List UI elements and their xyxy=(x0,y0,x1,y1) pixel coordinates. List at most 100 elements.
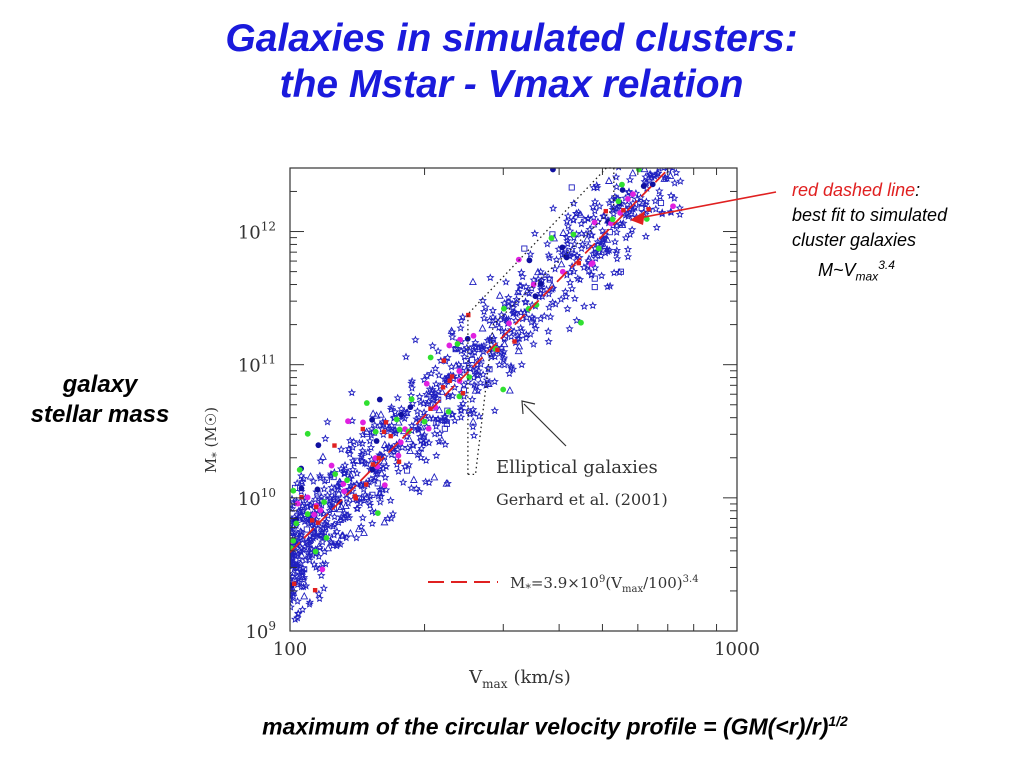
star-point xyxy=(568,245,577,253)
elliptical-reference: Gerhard et al. (2001) xyxy=(496,490,668,509)
star-point xyxy=(663,133,669,139)
circle-point xyxy=(671,102,677,108)
star-point xyxy=(465,347,474,356)
star-point xyxy=(577,244,586,253)
star-point xyxy=(432,379,441,388)
relation-sub: max xyxy=(855,269,879,284)
square-point xyxy=(657,199,665,207)
circle-point xyxy=(393,416,400,423)
star-point xyxy=(356,498,365,507)
star-point xyxy=(393,393,402,402)
circle-point xyxy=(456,368,463,374)
axis-ticks: 100 1000 109 1010 1011 1012 xyxy=(238,167,760,660)
star-point xyxy=(365,477,374,486)
star-point xyxy=(428,395,437,404)
triangle-point xyxy=(428,387,437,396)
triangle-point xyxy=(360,528,368,536)
star-point xyxy=(556,294,566,303)
circle-point xyxy=(427,354,434,361)
star-point xyxy=(482,375,492,384)
caption-text: maximum of the circular velocity profile… xyxy=(262,713,829,740)
star-point xyxy=(500,314,509,323)
star-point xyxy=(551,299,560,308)
circle-point xyxy=(559,268,566,275)
plot-frame xyxy=(289,167,738,632)
star-point xyxy=(477,342,487,351)
circle-point xyxy=(294,500,301,507)
square-point xyxy=(486,366,493,373)
annotation-arrow xyxy=(633,191,777,220)
star-point xyxy=(299,474,308,483)
elliptical-arrow xyxy=(523,403,567,447)
triangle-point xyxy=(658,143,664,149)
star-point xyxy=(500,360,509,369)
star-point xyxy=(352,533,361,542)
star-point xyxy=(552,255,561,264)
triangle-point xyxy=(437,435,446,444)
circle-point xyxy=(559,244,566,251)
triangle-point xyxy=(515,342,524,350)
star-point xyxy=(398,443,407,452)
star-point xyxy=(426,369,436,378)
caption-exponent: 1/2 xyxy=(828,713,848,729)
star-point xyxy=(488,312,498,321)
square-point xyxy=(301,566,308,573)
star-point xyxy=(347,388,357,397)
star-point xyxy=(386,405,396,414)
star-point xyxy=(424,397,433,406)
triangle-point xyxy=(297,478,306,486)
red-square-point xyxy=(332,443,337,448)
circle-point xyxy=(570,231,577,238)
square-point xyxy=(452,346,459,353)
circle-point xyxy=(304,494,311,501)
star-point xyxy=(627,225,637,234)
star-point xyxy=(323,511,332,520)
elliptical-region xyxy=(467,167,615,476)
star-point xyxy=(499,355,508,364)
star-point xyxy=(290,602,295,611)
star-point xyxy=(655,186,664,195)
triangle-point xyxy=(640,168,649,173)
star-point xyxy=(318,524,327,533)
red-square-point xyxy=(440,385,446,390)
star-point xyxy=(527,284,536,293)
star-point xyxy=(412,484,421,493)
circle-point xyxy=(670,203,676,210)
star-point xyxy=(428,414,438,423)
star-point xyxy=(591,254,600,263)
star-point xyxy=(589,213,598,222)
square-point xyxy=(443,420,450,427)
star-point xyxy=(544,337,553,346)
star-point xyxy=(655,153,661,159)
star-point xyxy=(627,207,637,215)
star-point xyxy=(514,333,523,342)
circle-point xyxy=(550,168,556,173)
star-point xyxy=(504,293,513,302)
triangle-point xyxy=(666,171,675,179)
star-point xyxy=(507,332,516,341)
data-points xyxy=(290,102,685,623)
star-point xyxy=(330,512,339,521)
star-point xyxy=(314,589,324,598)
star-point xyxy=(517,268,526,277)
fit-legend-label: M*=3.9×109(Vmax/100)3.4 xyxy=(510,574,699,595)
star-point xyxy=(292,530,302,539)
triangle-point xyxy=(369,409,378,417)
red-square-point xyxy=(313,504,319,510)
star-point xyxy=(332,527,342,536)
star-point xyxy=(441,412,450,421)
star-point xyxy=(317,571,326,580)
triangle-point xyxy=(495,291,504,299)
star-point xyxy=(413,406,422,415)
star-point xyxy=(376,492,386,500)
circle-point xyxy=(673,153,679,159)
square-point xyxy=(468,356,476,363)
star-point xyxy=(290,594,295,603)
star-point xyxy=(634,159,640,165)
star-point xyxy=(610,268,619,277)
star-point xyxy=(497,310,506,319)
star-point xyxy=(311,495,320,504)
star-point xyxy=(650,137,656,143)
star-point xyxy=(536,285,546,294)
